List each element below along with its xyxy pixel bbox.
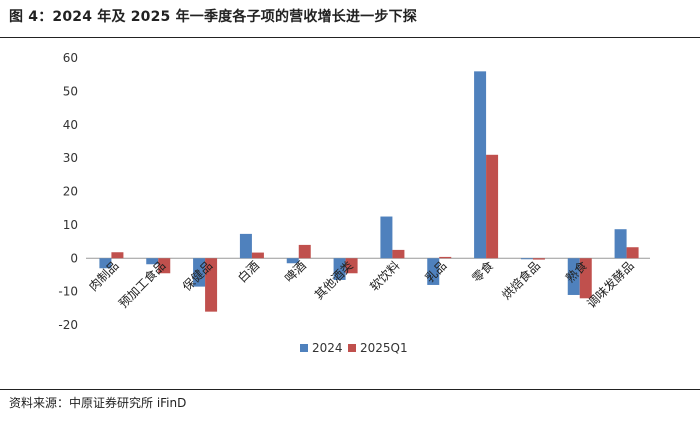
- bar-2025Q1-2: [158, 258, 171, 274]
- bar-2024-6: [333, 258, 346, 280]
- legend-swatch-2024: [300, 344, 308, 352]
- bar-2024-9: [474, 71, 487, 259]
- legend-label: 2024: [312, 341, 343, 355]
- bar-2025Q1-12: [626, 247, 639, 259]
- y-tick-label: 0: [70, 251, 78, 265]
- bar-2024-5: [286, 258, 299, 264]
- bar-2024-3: [193, 258, 206, 287]
- y-tick-label: -20: [58, 318, 78, 332]
- x-tick-label: 零食: [469, 258, 497, 286]
- y-tick-label: 40: [63, 118, 78, 132]
- y-tick-label: 10: [63, 218, 78, 232]
- y-tick-label: 60: [63, 51, 78, 65]
- bar-2024-7: [380, 216, 393, 259]
- y-tick-label: 30: [63, 151, 78, 165]
- bottom-rule: [0, 389, 700, 390]
- x-tick-label: 烘焙食品: [498, 258, 543, 303]
- x-tick-label: 啤酒: [281, 258, 309, 286]
- bar-2025Q1-4: [251, 252, 264, 259]
- bar-2024-11: [567, 258, 580, 295]
- y-axis-ticks: -20 -10 0 10 20 30 40 50 60: [58, 51, 78, 332]
- bar-2025Q1-8: [439, 256, 452, 259]
- bar-2025Q1-6: [345, 258, 358, 274]
- source-note: 资料来源：中原证券研究所 iFinD: [9, 396, 187, 410]
- bars: [99, 71, 639, 312]
- bar-2025Q1-3: [205, 258, 218, 312]
- bar-2025Q1-10: [532, 258, 545, 260]
- x-tick-label: 乳品: [422, 258, 449, 285]
- bar-2024-12: [614, 229, 627, 259]
- bar-2024-4: [239, 233, 252, 259]
- figure-title: 图 4：2024 年及 2025 年一季度各子项的营收增长进一步下探: [9, 9, 417, 25]
- bar-2024-1: [99, 258, 112, 269]
- x-tick-label: 软饮料: [367, 258, 402, 293]
- x-tick-label: 白酒: [234, 258, 262, 286]
- x-tick-label: 预加工食品: [115, 258, 168, 311]
- bar-2025Q1-5: [298, 244, 311, 259]
- y-tick-label: -10: [58, 285, 78, 299]
- legend-swatch-2025Q1: [348, 344, 356, 352]
- y-tick-label: 20: [63, 185, 78, 199]
- bar-2024-2: [146, 258, 159, 265]
- y-tick-label: 50: [63, 84, 78, 98]
- bar-2025Q1-11: [579, 258, 592, 299]
- bar-2024-8: [427, 258, 440, 285]
- bar-2025Q1-7: [392, 249, 405, 259]
- legend-label: 2025Q1: [360, 341, 408, 355]
- bar-2025Q1-9: [486, 154, 499, 259]
- bar-chart: -20-100102030405060 肉制品预加工食品 保健品 白酒 啤酒 其他酒类软…: [58, 51, 650, 355]
- bar-2024-10: [520, 258, 533, 260]
- legend: 2024 2025Q1: [300, 341, 408, 355]
- bar-2025Q1-1: [111, 252, 124, 259]
- top-rule: [0, 37, 700, 38]
